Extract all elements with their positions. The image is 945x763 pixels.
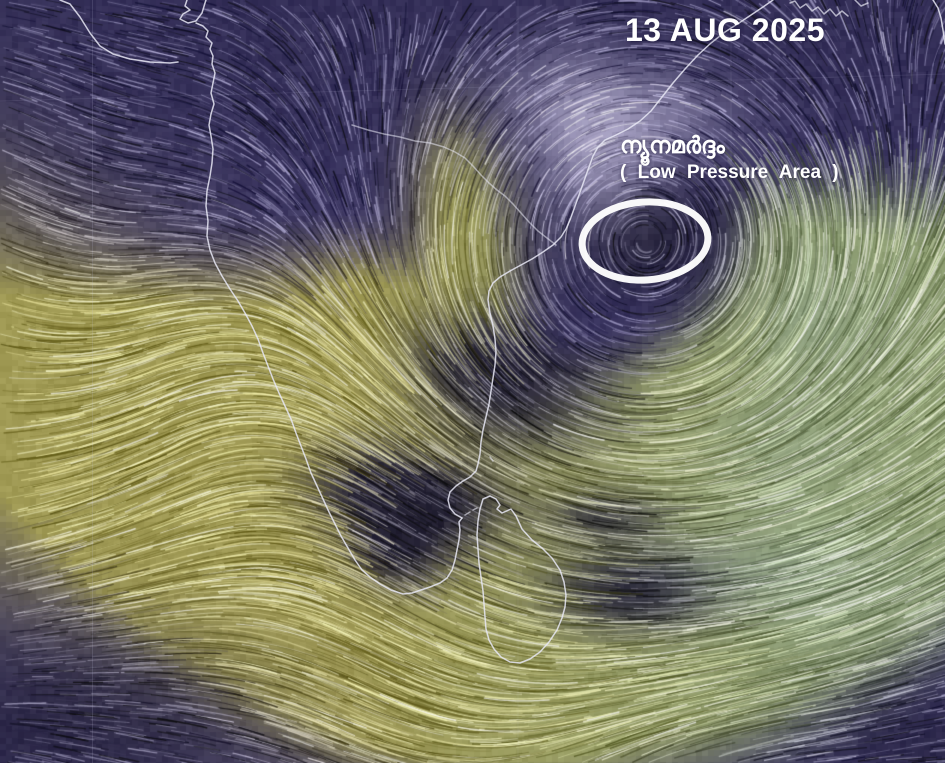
date-label: 13 AUG 2025 (625, 12, 825, 48)
low-pressure-annotation: ന്യൂനമർദ്ദം ( Low Pressure Area ) (620, 132, 839, 184)
low-pressure-label-english: ( Low Pressure Area ) (620, 162, 839, 184)
low-pressure-label-malayalam: ന്യൂനമർദ്ദം (620, 132, 725, 158)
